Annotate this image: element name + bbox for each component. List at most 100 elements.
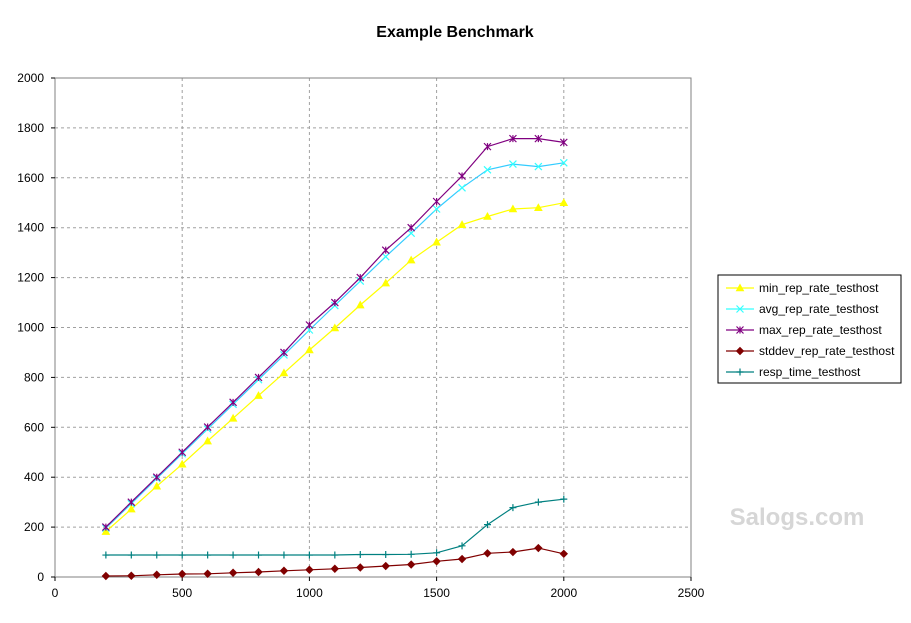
data-point	[101, 523, 110, 532]
data-point	[102, 551, 110, 559]
data-point	[381, 278, 391, 287]
series-max_rep_rate_testhost	[101, 134, 568, 532]
data-point	[406, 560, 416, 569]
data-point	[381, 246, 390, 255]
data-point	[432, 197, 441, 206]
data-point	[356, 563, 365, 572]
data-point	[483, 549, 492, 558]
y-tick-label: 1600	[17, 171, 44, 185]
data-point	[432, 205, 441, 213]
data-point	[153, 551, 161, 559]
series-line	[105, 138, 564, 528]
data-point	[152, 481, 162, 490]
data-point	[355, 300, 365, 309]
y-tick-label: 1400	[17, 221, 44, 235]
legend-item: stddev_rep_rate_testhost	[726, 344, 895, 358]
data-point	[203, 569, 212, 578]
data-point	[203, 436, 212, 445]
legend-label: min_rep_rate_testhost	[759, 281, 879, 295]
data-point	[305, 551, 313, 559]
legend-item: avg_rep_rate_testhost	[726, 302, 879, 316]
data-point	[279, 566, 289, 575]
data-point	[127, 551, 135, 559]
data-point	[406, 255, 416, 264]
data-point	[330, 564, 340, 573]
data-point	[280, 551, 288, 559]
data-point	[228, 413, 238, 422]
data-point	[280, 348, 288, 357]
data-point	[127, 571, 136, 580]
y-tick-label: 400	[24, 470, 44, 484]
data-point	[483, 142, 492, 151]
data-point	[736, 326, 744, 334]
x-tick-label: 2000	[550, 586, 577, 600]
legend-label: max_rep_rate_testhost	[759, 323, 882, 337]
data-point	[279, 368, 289, 377]
data-point	[407, 223, 416, 232]
y-tick-label: 0	[37, 570, 44, 584]
data-point	[508, 160, 517, 169]
data-point	[509, 504, 517, 512]
data-point	[382, 551, 390, 559]
data-point	[736, 368, 744, 376]
data-point	[255, 551, 263, 559]
x-tick-label: 1000	[296, 586, 323, 600]
x-tick-label: 0	[52, 586, 59, 600]
data-point	[458, 183, 466, 192]
legend-label: resp_time_testhost	[759, 365, 861, 379]
data-point	[483, 521, 491, 529]
data-point	[534, 162, 543, 171]
data-point	[433, 549, 441, 557]
data-point	[228, 568, 238, 577]
legend-item: max_rep_rate_testhost	[726, 323, 882, 337]
data-point	[559, 138, 568, 147]
data-point	[203, 423, 212, 431]
data-point	[331, 551, 339, 559]
data-point	[508, 204, 518, 213]
series-line	[105, 162, 564, 529]
data-point	[229, 398, 238, 407]
data-point	[508, 547, 518, 557]
data-point	[735, 283, 745, 292]
data-point	[254, 391, 263, 399]
data-point	[534, 543, 543, 553]
data-point	[534, 498, 542, 506]
data-point	[458, 172, 466, 180]
y-tick-label: 1000	[17, 321, 44, 335]
data-point	[177, 459, 187, 468]
data-point	[305, 321, 314, 329]
data-point	[508, 134, 517, 143]
data-point	[254, 373, 263, 382]
data-point	[559, 158, 568, 167]
series-min_rep_rate_testhost	[101, 198, 569, 535]
legend-item: min_rep_rate_testhost	[726, 281, 879, 295]
data-point	[381, 252, 390, 261]
data-point	[177, 569, 187, 579]
data-point	[457, 220, 467, 229]
legend-label: stddev_rep_rate_testhost	[759, 344, 895, 358]
y-tick-label: 800	[24, 370, 44, 384]
data-point	[458, 542, 466, 550]
data-point	[559, 198, 569, 207]
series-stddev_rep_rate_testhost	[101, 543, 569, 581]
gridlines	[55, 78, 691, 577]
data-point	[101, 527, 111, 535]
y-axis: 0 200 400 600 800 1000 1200 1400 1600 1800 2000	[17, 71, 55, 584]
legend: min_rep_rate_testhost avg_rep_rate_testho…	[717, 274, 902, 384]
data-point	[483, 165, 492, 174]
data-point	[229, 551, 237, 559]
x-tick-label: 2500	[678, 586, 705, 600]
data-point	[254, 567, 263, 577]
data-point	[356, 273, 365, 282]
data-point	[381, 561, 390, 571]
data-point	[101, 571, 111, 581]
data-point	[560, 495, 568, 503]
chart-title: Example Benchmark	[376, 24, 534, 41]
y-tick-label: 200	[24, 520, 44, 534]
data-point	[735, 346, 745, 356]
watermark: Salogs.com	[730, 504, 865, 531]
data-point	[152, 473, 161, 482]
data-point	[178, 551, 186, 559]
x-tick-label: 500	[172, 586, 192, 600]
